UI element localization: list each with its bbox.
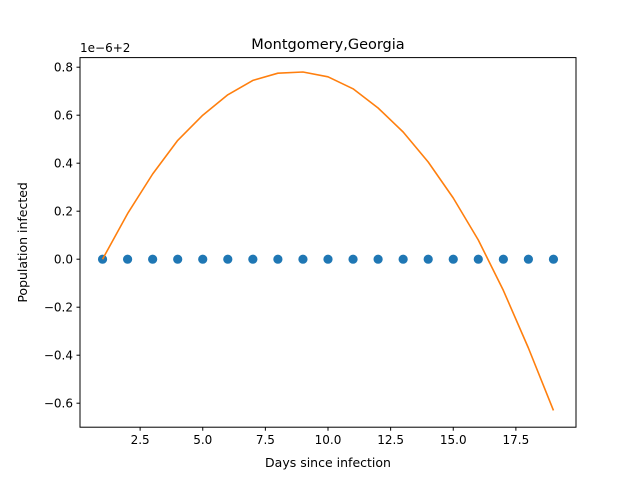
scatter-point <box>348 254 358 264</box>
fit-line <box>101 71 555 411</box>
scatter-point <box>373 254 383 264</box>
y-tick-label: 0.6 <box>54 109 73 123</box>
y-axis-label: Population infected <box>15 182 30 303</box>
x-tick-label: 17.5 <box>503 433 530 447</box>
scatter-point <box>148 254 158 264</box>
scatter-point <box>448 254 458 264</box>
y-tick-label: −0.2 <box>44 301 73 315</box>
y-tick-label: 0.0 <box>54 253 73 267</box>
x-tick-label: 12.5 <box>377 433 404 447</box>
scatter-point <box>548 254 559 264</box>
plot-layer <box>97 71 559 411</box>
scatter-point <box>173 254 183 264</box>
scatter-point <box>248 254 258 264</box>
scatter-point <box>498 254 508 264</box>
scatter-point <box>223 254 233 264</box>
scatter-point <box>97 254 108 264</box>
scatter-point <box>198 254 208 264</box>
y-tick-label: 0.2 <box>54 205 73 219</box>
x-axis-label: Days since infection <box>265 455 391 470</box>
y-offset-label: 1e−6+2 <box>80 41 130 55</box>
scatter-point <box>473 254 483 264</box>
scatter-point <box>122 254 133 264</box>
ticks-layer: 2.5 5.0 7.5 10.0 12.5 15.0 17.5 −0.6 −0.4 −0.2 0.0… <box>44 61 529 448</box>
y-tick-label: 0.8 <box>54 61 73 75</box>
x-tick-label: 7.5 <box>256 433 275 447</box>
scatter-point <box>523 254 534 264</box>
x-tick-label: 15.0 <box>440 433 467 447</box>
x-tick-label: 2.5 <box>131 433 150 447</box>
y-tick-label: 0.4 <box>54 157 73 171</box>
y-tick-label: −0.6 <box>44 397 73 411</box>
scatter-point <box>273 254 283 264</box>
scatter-point <box>423 254 433 264</box>
y-tick-label: −0.4 <box>44 349 73 363</box>
scatter-point <box>323 254 333 264</box>
x-tick-label: 10.0 <box>315 433 342 447</box>
scatter-point <box>398 254 408 264</box>
scatter-point <box>298 254 308 264</box>
chart-title: Montgomery,Georgia <box>251 37 404 53</box>
x-tick-label: 5.0 <box>193 433 212 447</box>
